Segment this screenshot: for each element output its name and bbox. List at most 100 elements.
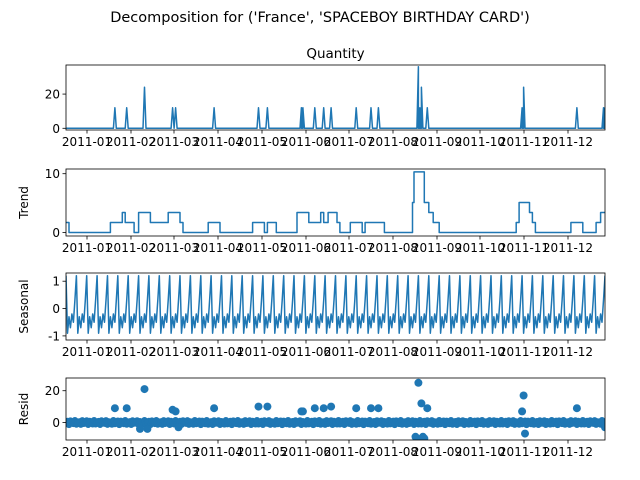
x-tick-label: 2011-09 xyxy=(412,345,462,359)
resid-point xyxy=(136,424,144,433)
x-tick-label: 2011-04 xyxy=(193,135,243,149)
resid-point xyxy=(143,424,152,433)
x-tick-label: 2011-12 xyxy=(543,445,593,459)
x-tick-label: 2011-01 xyxy=(62,445,112,459)
x-tick-label: 2011-10 xyxy=(455,135,505,149)
y-tick-label: 0 xyxy=(52,122,60,136)
resid-point xyxy=(414,378,423,387)
resid-point xyxy=(110,404,119,413)
x-tick-label: 2011-06 xyxy=(281,241,331,255)
x-tick-label: 2011-08 xyxy=(368,135,418,149)
x-tick-label: 2011-07 xyxy=(324,135,374,149)
x-tick-label: 2011-11 xyxy=(499,241,549,255)
resid-point xyxy=(352,404,361,413)
x-tick-label: 2011-01 xyxy=(62,135,112,149)
x-tick-label: 2011-05 xyxy=(237,445,287,459)
quantity-line xyxy=(66,65,605,130)
resid-point xyxy=(310,404,319,413)
x-tick-label: 2011-02 xyxy=(106,445,156,459)
x-tick-label: 2011-03 xyxy=(149,345,199,359)
resid-point xyxy=(417,399,426,408)
resid-point xyxy=(140,385,149,394)
plot-area xyxy=(66,378,605,440)
panel-trend: 0102011-012011-022011-032011-042011-0520… xyxy=(17,167,606,255)
y-axis-label: Seasonal xyxy=(17,279,31,333)
y-axis-label: Resid xyxy=(17,393,31,425)
panel-resid: 0202011-012011-022011-032011-042011-0520… xyxy=(17,377,606,459)
resid-point xyxy=(122,404,131,413)
resid-point xyxy=(298,407,307,416)
x-tick-label: 2011-11 xyxy=(499,135,549,149)
y-tick-label: 0 xyxy=(52,416,60,430)
x-tick-label: 2011-08 xyxy=(368,345,418,359)
x-tick-label: 2011-10 xyxy=(455,345,505,359)
x-tick-label: 2011-03 xyxy=(149,445,199,459)
x-tick-label: 2011-07 xyxy=(324,345,374,359)
resid-point xyxy=(367,404,375,413)
axes-frame xyxy=(65,168,606,237)
x-tick-label: 2011-06 xyxy=(281,445,331,459)
x-tick-label: 2011-08 xyxy=(368,445,418,459)
resid-point xyxy=(374,404,383,413)
resid-point xyxy=(572,404,581,413)
x-tick-label: 2011-04 xyxy=(193,345,243,359)
y-axis-label: Trend xyxy=(17,186,31,220)
x-tick-label: 2011-06 xyxy=(281,345,331,359)
resid-point xyxy=(174,423,183,432)
resid-point xyxy=(327,402,336,411)
y-tick-label: 10 xyxy=(45,167,60,181)
y-tick-label: 1 xyxy=(52,275,60,289)
x-tick-label: 2011-05 xyxy=(237,345,287,359)
y-tick-label: -1 xyxy=(48,329,60,343)
x-tick-label: 2011-12 xyxy=(543,135,593,149)
x-tick-label: 2011-10 xyxy=(455,445,505,459)
x-tick-label: 2011-06 xyxy=(281,135,331,149)
y-tick-label: 20 xyxy=(45,88,60,102)
panel-seasonal: -1012011-012011-022011-032011-042011-052… xyxy=(17,272,606,359)
x-tick-label: 2011-03 xyxy=(149,135,199,149)
resid-point xyxy=(423,404,432,413)
axes-frame xyxy=(65,272,606,341)
y-tick-label: 20 xyxy=(45,384,60,398)
x-tick-label: 2011-11 xyxy=(499,445,549,459)
resid-point xyxy=(171,407,180,416)
x-tick-label: 2011-12 xyxy=(543,345,593,359)
plot-area xyxy=(66,274,605,334)
axes-frame xyxy=(65,64,606,131)
panel-title: Quantity xyxy=(306,46,364,62)
x-tick-label: 2011-03 xyxy=(149,241,199,255)
x-tick-label: 2011-01 xyxy=(62,241,112,255)
trend-line xyxy=(66,171,605,234)
resid-point xyxy=(518,407,527,416)
y-tick-label: 0 xyxy=(52,302,60,316)
x-tick-label: 2011-04 xyxy=(193,445,243,459)
x-tick-label: 2011-10 xyxy=(455,241,505,255)
x-tick-label: 2011-11 xyxy=(499,345,549,359)
x-tick-label: 2011-05 xyxy=(237,241,287,255)
x-tick-label: 2011-05 xyxy=(237,135,287,149)
axes-frame xyxy=(65,377,606,441)
x-tick-label: 2011-04 xyxy=(193,241,243,255)
x-tick-label: 2011-09 xyxy=(412,241,462,255)
resid-point xyxy=(254,402,263,411)
x-tick-label: 2011-02 xyxy=(106,241,156,255)
resid-point xyxy=(412,434,421,440)
plot-area xyxy=(66,171,605,234)
resid-point xyxy=(420,434,429,440)
resid-point xyxy=(521,429,529,438)
x-tick-label: 2011-07 xyxy=(324,445,374,459)
x-tick-label: 2011-01 xyxy=(62,345,112,359)
x-tick-label: 2011-08 xyxy=(368,241,418,255)
panel-quantity: 0202011-012011-022011-032011-042011-0520… xyxy=(45,46,606,149)
resid-point xyxy=(601,423,605,432)
resid-point xyxy=(210,404,219,413)
resid-point xyxy=(263,402,272,411)
x-tick-label: 2011-02 xyxy=(106,345,156,359)
figure-title: Decomposition for ('France', 'SPACEBOY B… xyxy=(110,10,530,26)
plot-area xyxy=(66,65,605,130)
x-tick-label: 2011-12 xyxy=(543,241,593,255)
x-tick-label: 2011-09 xyxy=(412,135,462,149)
x-tick-label: 2011-07 xyxy=(324,241,374,255)
y-tick-label: 0 xyxy=(52,226,60,240)
